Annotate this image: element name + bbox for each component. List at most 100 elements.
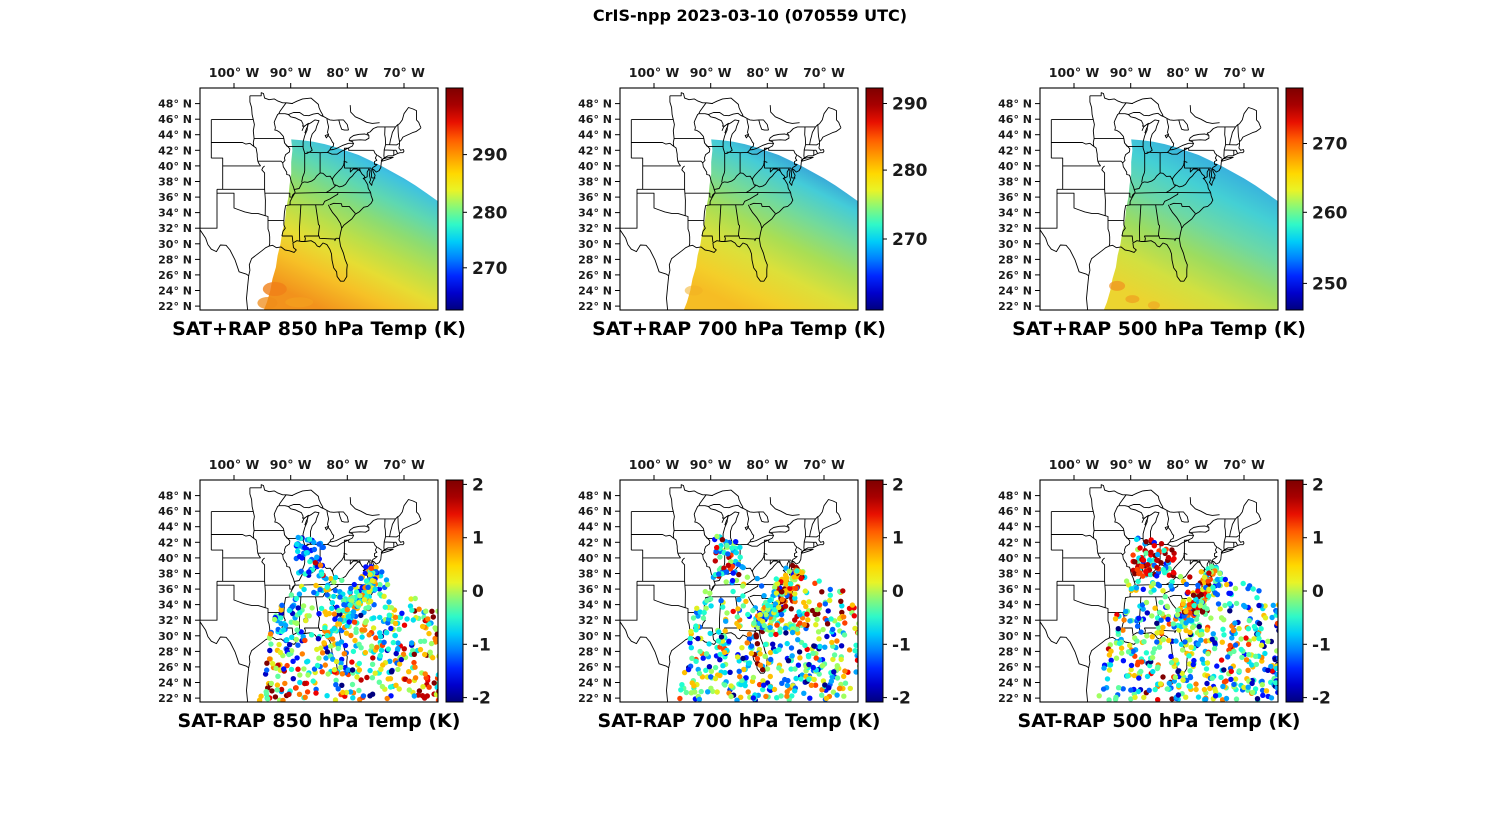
lat-tick-label: 32° N — [158, 614, 192, 627]
colorbar-tick-label: 2 — [892, 475, 904, 495]
lat-tick-label: 34° N — [578, 599, 612, 612]
lat-tick-label: 28° N — [998, 645, 1032, 658]
temperature-field-swath — [1103, 139, 1278, 310]
lat-tick-label: 40° N — [998, 160, 1032, 173]
lat-tick-label: 26° N — [578, 661, 612, 674]
lat-tick-label: 24° N — [158, 285, 192, 298]
colorbar-tick-label: 0 — [892, 582, 904, 602]
lat-tick-label: 46° N — [158, 113, 192, 126]
lat-tick-label: 36° N — [158, 583, 192, 596]
lat-tick-label: 46° N — [998, 505, 1032, 518]
colorbar-tick-label: 0 — [472, 582, 484, 602]
lon-tick-label: 70° W — [1223, 65, 1265, 80]
lat-tick-label: 34° N — [158, 599, 192, 612]
colorbar-tick-label: 290 — [892, 95, 928, 115]
lat-tick-label: 46° N — [578, 113, 612, 126]
warm-anomaly-blob — [1125, 295, 1140, 304]
lat-tick-label: 26° N — [998, 269, 1032, 282]
colorbar: 2 1 0 -1 -2 — [865, 475, 911, 709]
panel-sat-minus-rap-700: 100° W 90° W 80° W 70° W 48° N 46° N 44° N 42° … — [560, 440, 952, 746]
map-frame — [619, 87, 859, 311]
sat-minus-rap-700-plot: 100° W 90° W 80° W 70° W 48° N 46° N 44° N 42° … — [578, 457, 911, 732]
lat-tick-label: 28° N — [158, 645, 192, 658]
colorbar-tick-label: 270 — [1312, 135, 1348, 155]
lat-tick-label: 40° N — [578, 160, 612, 173]
lon-tick-label: 70° W — [803, 65, 845, 80]
lat-tick-label: 38° N — [158, 568, 192, 581]
lon-tick-label: 80° W — [1166, 65, 1208, 80]
colorbar-tick-label: 2 — [472, 475, 484, 495]
lat-tick-label: 26° N — [578, 269, 612, 282]
lat-tick-label: 44° N — [578, 521, 612, 534]
lat-tick-label: 46° N — [578, 505, 612, 518]
lat-tick-label: 32° N — [998, 222, 1032, 235]
colorbar-gradient — [1285, 479, 1304, 703]
lat-tick-label: 42° N — [998, 536, 1032, 549]
lat-tick-label: 42° N — [578, 144, 612, 157]
lat-tick-label: 24° N — [998, 677, 1032, 690]
sat-plus-rap-700-plot: 100° W 90° W 80° W 70° W 48° N 46° N 44° N 42° … — [578, 65, 928, 340]
colorbar-tick-label: 270 — [472, 259, 508, 279]
difference-dots — [1096, 535, 1278, 702]
lat-tick-label: 38° N — [998, 176, 1032, 189]
lat-tick-label: 28° N — [158, 253, 192, 266]
lat-tick-label: 22° N — [578, 692, 612, 705]
lat-tick-label: 42° N — [158, 536, 192, 549]
lat-tick-label: 32° N — [998, 614, 1032, 627]
panel-sat-plus-rap-700: 100° W 90° W 80° W 70° W 48° N 46° N 44° N 42° … — [560, 48, 952, 354]
difference-dots — [677, 533, 858, 702]
lat-tick-label: 22° N — [158, 300, 192, 313]
lon-tick-label: 100° W — [1049, 65, 1100, 80]
lon-tick-label: 70° W — [1223, 457, 1265, 472]
lat-tick-label: 24° N — [578, 285, 612, 298]
colorbar-tick-label: -1 — [472, 635, 491, 655]
lon-tick-label: 100° W — [209, 457, 260, 472]
lon-tick-label: 90° W — [1110, 65, 1152, 80]
colorbar-tick-label: 1 — [1312, 529, 1324, 549]
lon-tick-label: 80° W — [746, 457, 788, 472]
colorbar: 2 1 0 -1 -2 — [1285, 475, 1331, 709]
lat-tick-label: 34° N — [998, 599, 1032, 612]
warm-anomaly-blob — [1109, 280, 1126, 291]
lat-tick-label: 38° N — [158, 176, 192, 189]
lon-tick-label: 70° W — [803, 457, 845, 472]
panel-title: SAT-RAP 850 hPa Temp (K) — [178, 710, 461, 732]
sat-minus-rap-850-plot: 100° W 90° W 80° W 70° W 48° N 46° N 44° N 42° … — [158, 457, 491, 732]
lat-tick-label: 34° N — [158, 207, 192, 220]
figure-title: CrIS-npp 2023-03-10 (070559 UTC) — [592, 6, 908, 25]
lat-tick-label: 38° N — [998, 568, 1032, 581]
colorbar-tick-label: -1 — [892, 635, 911, 655]
lat-tick-label: 48° N — [998, 98, 1032, 111]
lat-tick-label: 22° N — [158, 692, 192, 705]
lat-tick-label: 40° N — [578, 552, 612, 565]
state-boundaries — [200, 484, 422, 702]
colorbar-gradient — [1285, 87, 1304, 311]
lat-tick-label: 30° N — [998, 630, 1032, 643]
lon-tick-label: 90° W — [1110, 457, 1152, 472]
lat-tick-label: 32° N — [578, 222, 612, 235]
lat-tick-label: 46° N — [158, 505, 192, 518]
state-boundaries — [620, 92, 842, 310]
difference-dots — [256, 534, 438, 702]
lat-tick-label: 40° N — [158, 552, 192, 565]
panel-title: SAT-RAP 700 hPa Temp (K) — [598, 710, 881, 732]
lat-tick-label: 22° N — [998, 300, 1032, 313]
lon-tick-label: 90° W — [690, 457, 732, 472]
warm-anomaly-blob — [684, 285, 703, 296]
lat-tick-label: 42° N — [158, 144, 192, 157]
lon-tick-label: 100° W — [629, 65, 680, 80]
lon-tick-label: 80° W — [326, 65, 368, 80]
state-boundaries — [1040, 92, 1262, 310]
lat-tick-label: 22° N — [578, 300, 612, 313]
sat-minus-rap-500-plot: 100° W 90° W 80° W 70° W 48° N 46° N 44° N 42° … — [998, 457, 1331, 732]
lat-tick-label: 36° N — [998, 583, 1032, 596]
warm-anomaly-blob — [262, 282, 287, 296]
lat-tick-label: 28° N — [998, 253, 1032, 266]
lat-tick-label: 46° N — [998, 113, 1032, 126]
lon-tick-label: 70° W — [383, 65, 425, 80]
colorbar: 290 280 270 — [865, 87, 928, 311]
lat-tick-label: 26° N — [998, 661, 1032, 674]
colorbar-tick-label: 280 — [892, 161, 928, 181]
lat-tick-label: 30° N — [578, 238, 612, 251]
